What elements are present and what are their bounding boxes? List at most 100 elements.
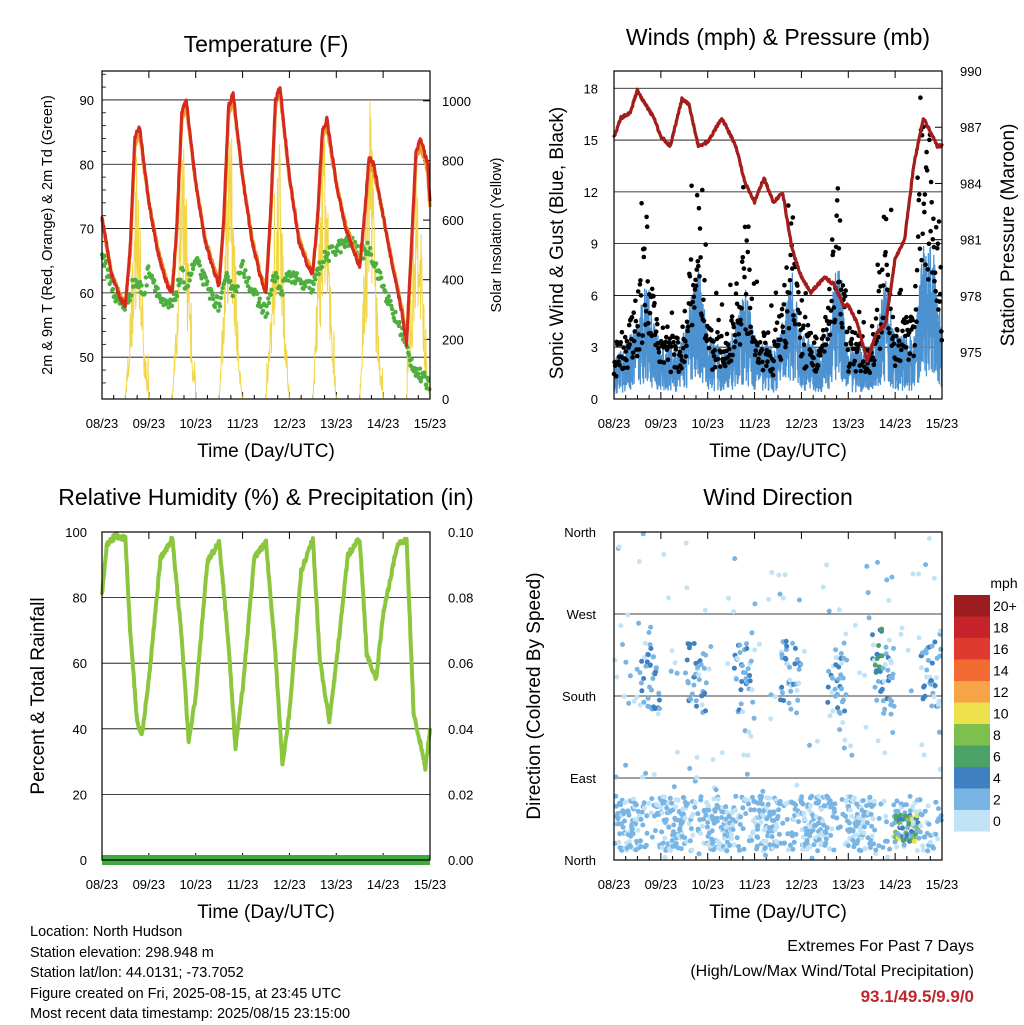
panel4-direction-point xyxy=(936,806,941,812)
panel4-direction-point xyxy=(634,666,640,672)
panel4-direction-point xyxy=(931,694,937,700)
panel2-gust-point xyxy=(840,283,846,288)
panel1-dewpoint-point xyxy=(174,290,179,295)
panel4-direction-point xyxy=(802,817,808,823)
panel4-direction-point xyxy=(885,667,891,673)
panel4-direction-point xyxy=(780,595,786,601)
panel4-direction-point xyxy=(842,708,848,714)
panel1-dewpoint-series xyxy=(99,234,432,392)
panel1-xtick-label: 10/23 xyxy=(179,416,212,431)
panel4-direction-point xyxy=(622,800,628,806)
panel1-dewpoint-point xyxy=(197,263,202,268)
panel4-direction-point xyxy=(844,657,850,663)
panel4-direction-point xyxy=(729,836,735,842)
panel2-gust-point xyxy=(873,316,879,321)
panel4-xtick-label: 15/23 xyxy=(926,877,959,892)
panel4-direction-point xyxy=(923,562,929,568)
panel4-direction-point xyxy=(880,844,886,850)
panel2-gust-point xyxy=(775,342,781,348)
panel4-direction-point xyxy=(689,691,695,697)
panel3-ytick-label: 60 xyxy=(73,656,87,671)
panel4-direction-point xyxy=(783,638,789,644)
panel1-solar-line xyxy=(101,101,431,400)
panel4-direction-point xyxy=(731,609,737,615)
panel4-direction-point xyxy=(614,674,620,680)
panel4-direction-point xyxy=(906,821,912,827)
panel4-direction-point xyxy=(807,742,812,748)
panel3-ytick-label: 20 xyxy=(73,787,87,802)
panel2-gust-point xyxy=(875,262,880,268)
panel4-direction-point xyxy=(760,788,766,794)
panel4-direction-point xyxy=(710,841,715,846)
panel4-direction-point xyxy=(738,687,744,693)
panel4-direction-point xyxy=(860,798,866,803)
panel1-dewpoint-point xyxy=(365,240,370,245)
panel4-direction-point xyxy=(641,676,647,681)
panel4-direction-point xyxy=(808,803,814,808)
panel4-direction-point xyxy=(787,664,792,670)
panel4-direction-point xyxy=(641,699,647,705)
panel2-gust-point xyxy=(910,317,915,323)
panel4-direction-point xyxy=(639,658,645,664)
panel2-gust-point xyxy=(789,266,795,271)
panel2-gust-point xyxy=(694,267,699,272)
panel4-direction-point xyxy=(638,838,643,844)
panel4-direction-point xyxy=(826,668,832,674)
panel2-gust-point xyxy=(932,278,937,284)
panel2-gust-point xyxy=(644,224,650,229)
panel1-ytick-label: 60 xyxy=(80,286,94,301)
panel1-dewpoint-point xyxy=(333,252,338,257)
panel4-direction-point xyxy=(841,697,846,703)
panel2-gust-point xyxy=(616,359,621,364)
panel4-direction-point xyxy=(829,826,835,832)
panel4-direction-point xyxy=(672,660,678,666)
panel1-dewpoint-point xyxy=(266,296,271,301)
panel2-gust-point xyxy=(814,335,819,341)
panel4-direction-point xyxy=(849,752,855,758)
panel2-gust-point xyxy=(917,246,923,252)
panel1-dewpoint-point xyxy=(190,266,196,272)
panel4-direction-point xyxy=(886,598,892,603)
panel4-legend-swatch xyxy=(954,616,990,638)
panel4-direction-point xyxy=(737,650,743,655)
panel4-direction-point xyxy=(656,690,662,696)
panel2-gust-point xyxy=(838,287,844,293)
panel4-direction-point xyxy=(832,809,837,815)
panel4-direction-point xyxy=(703,680,709,686)
panel2-gust-point xyxy=(887,330,892,336)
panel2-gust-point xyxy=(849,336,855,342)
panel1-dewpoint-point xyxy=(210,292,215,297)
panel4-direction-point xyxy=(703,708,708,714)
panel4-direction-point xyxy=(931,845,936,851)
panel4-direction-point xyxy=(693,698,699,704)
panel4-direction-point xyxy=(792,661,798,667)
panel2-gust-point xyxy=(881,283,886,288)
panel2-gust-point xyxy=(799,298,805,303)
panel4-direction-point xyxy=(731,665,737,671)
panel2-gust-point xyxy=(696,263,701,269)
panel1-dewpoint-point xyxy=(235,284,240,289)
panel4-direction-point xyxy=(724,809,730,815)
panel4-direction-point xyxy=(737,847,742,853)
panel1-dewpoint-point xyxy=(303,284,308,289)
panel4-direction-point xyxy=(875,738,881,744)
panel1-dewpoint-point xyxy=(264,303,269,309)
panel2-gust-point xyxy=(822,349,827,354)
panel2-gust-point xyxy=(757,340,763,345)
panel2-gust-point xyxy=(858,368,864,374)
panel4-direction-point xyxy=(763,852,769,858)
panel2-gust-point xyxy=(774,320,780,326)
panel2-gust-point xyxy=(748,330,754,335)
panel1-dewpoint-point xyxy=(178,277,183,282)
panel4-direction-point xyxy=(834,815,840,821)
panel3-border xyxy=(101,531,431,861)
panel4-direction-point xyxy=(620,642,625,647)
panel4-direction-point xyxy=(926,536,932,541)
panel4-direction-point xyxy=(755,826,760,832)
panel2-gust-point xyxy=(915,234,921,239)
panel2-gust-point xyxy=(845,329,850,335)
panel4-direction-point xyxy=(870,632,875,638)
panel4-direction-point xyxy=(713,787,719,793)
panel4-direction-point xyxy=(646,801,652,806)
panel4-direction-point xyxy=(745,752,751,758)
